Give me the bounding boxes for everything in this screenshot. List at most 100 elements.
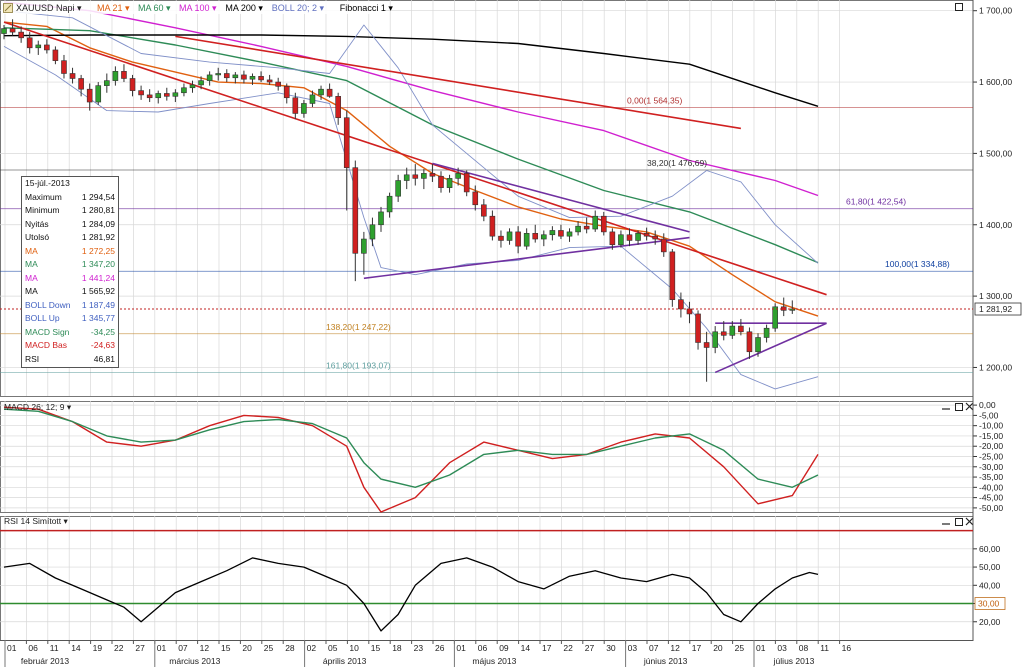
candle <box>446 174 453 193</box>
trend-line <box>714 322 827 374</box>
y-tick-label: -5,00 <box>979 410 999 420</box>
indicator-dropdown[interactable]: MA 60 ▾ <box>138 3 171 13</box>
candle-body <box>481 204 487 217</box>
x-tick-label: 19 <box>93 643 103 653</box>
y-tick-label: 1 400,00 <box>979 220 1012 230</box>
series-line-rsi <box>3 557 819 632</box>
x-tick-label: 25 <box>264 643 274 653</box>
candle-body <box>266 79 273 83</box>
candle <box>703 331 710 382</box>
month-label: március 2013 <box>169 656 220 666</box>
candle-body <box>129 78 136 91</box>
candle-body <box>78 78 84 90</box>
candle <box>9 19 16 36</box>
candle-body <box>309 94 316 104</box>
candle-body <box>386 195 393 213</box>
y-tick-label: -40,00 <box>979 482 1003 492</box>
candle-body <box>206 74 213 81</box>
candle-body <box>318 88 324 96</box>
info-value: 1 272,25 <box>81 245 115 256</box>
candle-body <box>412 174 419 179</box>
series-line-boll-down <box>3 46 819 390</box>
candle <box>712 326 718 354</box>
candle-body <box>121 71 127 79</box>
candle-body <box>558 230 564 237</box>
y-tick-label: -35,00 <box>979 472 1003 482</box>
candle <box>421 169 427 190</box>
x-tick-label: 12 <box>200 643 210 653</box>
series-line-ma-200 <box>3 34 819 107</box>
candle <box>532 224 539 243</box>
candle <box>335 92 341 125</box>
candle-body <box>283 86 290 99</box>
info-value: 1 281,92 <box>81 232 115 242</box>
candle <box>755 333 761 357</box>
info-label: MACD Sign <box>25 326 70 337</box>
candle <box>429 164 436 182</box>
y-tick-label: 1 200,00 <box>979 362 1012 372</box>
y-tick-label: 20,00 <box>979 617 1001 627</box>
y-tick-label: -30,00 <box>979 462 1003 472</box>
x-tick-label: 15 <box>371 643 381 653</box>
info-value: 1 347,20 <box>81 259 115 269</box>
candle <box>729 321 736 339</box>
last-price-tag <box>974 302 1022 316</box>
info-value: 1 187,49 <box>81 299 115 310</box>
candle <box>695 310 701 350</box>
candle <box>138 85 144 100</box>
candle <box>249 73 256 85</box>
candle <box>489 210 496 241</box>
indicator-dropdown[interactable]: MA 100 ▾ <box>179 3 217 13</box>
candle <box>472 185 479 211</box>
symbol-dropdown[interactable]: XAUUSD Napi ▾ <box>16 3 82 13</box>
series-line-macd-bas <box>3 406 819 513</box>
candle <box>652 230 659 245</box>
x-tick-label: 07 <box>649 643 659 653</box>
panel-frame <box>0 401 974 513</box>
y-tick-label: 1 600,00 <box>979 77 1012 87</box>
candle <box>566 228 573 242</box>
candle-body <box>378 211 384 226</box>
indicator-dropdown[interactable]: MA 21 ▾ <box>97 3 130 13</box>
panel-controls-icon <box>942 517 974 526</box>
candle <box>1 24 7 40</box>
candle-body <box>678 299 684 310</box>
oversold-tag <box>974 597 1006 610</box>
indicator-dropdown[interactable]: Fibonacci 1 ▾ <box>340 3 394 13</box>
candle-body <box>343 117 350 168</box>
candle <box>309 90 316 108</box>
candle <box>258 71 264 83</box>
info-label: Nyitás <box>25 218 49 229</box>
y-tick-label: -10,00 <box>979 421 1003 431</box>
info-row: BOLL Up 1 345,77 <box>22 312 118 326</box>
x-tick-label: 01 <box>7 643 17 653</box>
candle-body <box>215 73 222 76</box>
panel-controls-icon <box>942 402 974 411</box>
candle-body <box>69 73 76 79</box>
candle-body <box>489 215 496 237</box>
candle <box>223 69 230 83</box>
candle-body <box>223 73 230 79</box>
x-tick-label: 20 <box>713 643 723 653</box>
candle <box>352 160 359 282</box>
candle-body <box>720 331 727 336</box>
info-box: 15-júl.-2013 Maximum 1 294,54 Minimum 1 280… <box>21 176 119 368</box>
close-icon <box>965 517 974 526</box>
candle-body <box>258 76 264 81</box>
x-tick-label: 17 <box>542 643 552 653</box>
candle-body <box>104 80 110 86</box>
candle-body <box>172 92 179 97</box>
candle <box>575 221 581 236</box>
indicator-dropdown[interactable]: BOLL 20; 2 ▾ <box>272 3 325 13</box>
candle-body <box>729 325 736 336</box>
candle <box>635 230 641 245</box>
candle-body <box>566 231 573 237</box>
candle <box>720 321 727 341</box>
candle-body <box>618 234 624 246</box>
month-label: április 2013 <box>323 656 367 666</box>
candle-body <box>198 80 204 86</box>
macd-title: MACD 26; 12; 9 ▾ <box>4 402 72 412</box>
x-tick-label: 03 <box>777 643 787 653</box>
indicator-dropdown[interactable]: MA 200 ▾ <box>225 3 263 13</box>
y-tick-label: 0,00 <box>979 400 996 410</box>
